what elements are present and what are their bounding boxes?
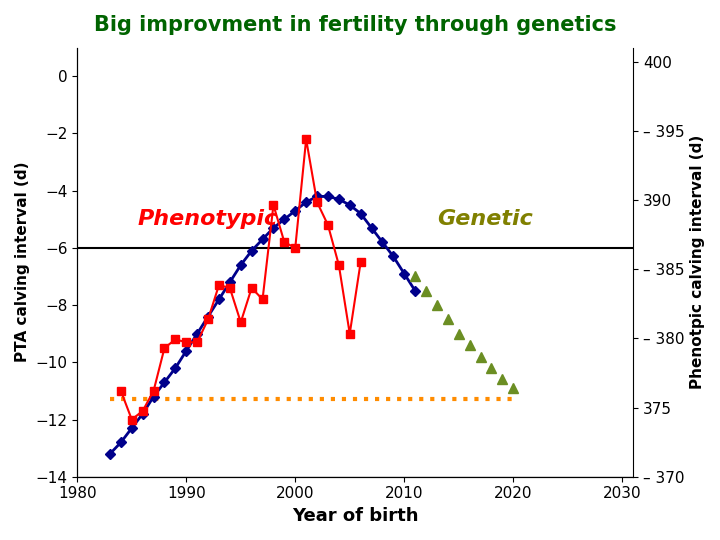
X-axis label: Year of birth: Year of birth bbox=[292, 507, 418, 525]
Y-axis label: Phenotpic calving interval (d): Phenotpic calving interval (d) bbox=[690, 135, 705, 389]
Text: Phenotypic: Phenotypic bbox=[138, 209, 277, 229]
Y-axis label: PTA calving interval (d): PTA calving interval (d) bbox=[15, 162, 30, 362]
Text: Genetic: Genetic bbox=[437, 209, 533, 229]
Title: Big improvment in fertility through genetics: Big improvment in fertility through gene… bbox=[94, 15, 616, 35]
